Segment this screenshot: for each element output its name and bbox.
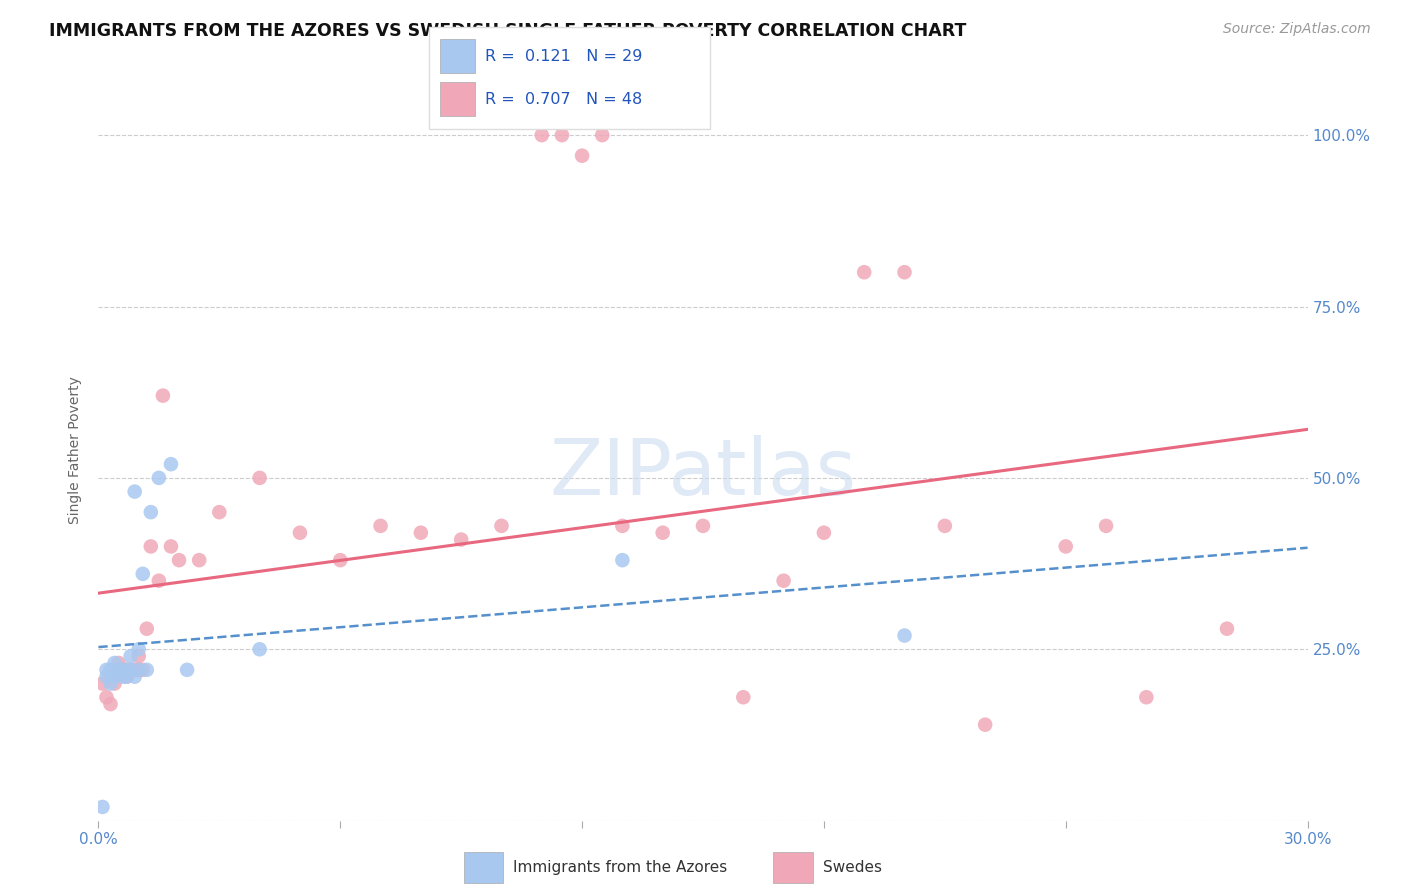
Point (96, 670, 118, 684)
Point (107, 663, 129, 677)
Point (139, 540, 162, 554)
Point (120, 663, 142, 677)
Point (329, 553, 352, 567)
Point (96, 690, 118, 705)
Point (96, 663, 118, 677)
Point (934, 519, 956, 533)
Point (893, 265, 915, 279)
Text: R =  0.121   N = 29: R = 0.121 N = 29 (485, 49, 643, 63)
Point (115, 670, 138, 684)
Point (135, 663, 157, 677)
Point (107, 663, 129, 677)
Point (188, 553, 211, 567)
Point (111, 663, 134, 677)
Point (115, 663, 138, 677)
Point (100, 676, 122, 690)
Point (148, 574, 170, 588)
Point (107, 663, 129, 677)
Point (152, 389, 174, 403)
Point (370, 519, 392, 533)
Point (692, 519, 714, 533)
Point (103, 676, 125, 690)
Point (103, 670, 125, 684)
Point (160, 540, 183, 554)
Point (249, 642, 271, 657)
Text: IMMIGRANTS FROM THE AZORES VS SWEDISH SINGLE FATHER POVERTY CORRELATION CHART: IMMIGRANTS FROM THE AZORES VS SWEDISH SI… (49, 22, 966, 40)
Point (115, 663, 138, 677)
Point (733, 690, 755, 705)
Point (208, 505, 231, 519)
Point (974, 717, 997, 731)
Point (1216, 622, 1239, 636)
Point (176, 663, 198, 677)
Point (107, 656, 129, 670)
Point (132, 566, 155, 581)
Point (128, 663, 150, 677)
Point (1054, 540, 1077, 554)
Point (160, 457, 183, 471)
Point (111, 670, 134, 684)
Point (115, 670, 138, 684)
Point (1135, 690, 1157, 705)
Point (491, 519, 513, 533)
Point (135, 622, 157, 636)
Point (1095, 519, 1118, 533)
Point (772, 574, 794, 588)
Point (551, 128, 574, 142)
Point (91, 800, 114, 814)
Point (591, 128, 613, 142)
Point (111, 663, 134, 677)
Point (120, 649, 142, 664)
Text: R =  0.707   N = 48: R = 0.707 N = 48 (485, 92, 643, 106)
Point (167, 553, 190, 567)
Point (128, 663, 150, 677)
Point (612, 553, 634, 567)
Point (120, 663, 142, 677)
Point (124, 663, 146, 677)
Text: ZIPatlas: ZIPatlas (550, 434, 856, 511)
Point (103, 656, 125, 670)
Text: Swedes: Swedes (823, 860, 882, 874)
Point (107, 663, 129, 677)
Point (288, 525, 311, 540)
Point (893, 628, 915, 642)
Point (651, 525, 673, 540)
Point (813, 525, 835, 540)
Point (530, 128, 553, 142)
Y-axis label: Single Father Poverty: Single Father Poverty (69, 376, 83, 524)
Point (139, 505, 162, 519)
Point (612, 519, 634, 533)
Point (249, 471, 271, 485)
Point (91, 676, 114, 690)
Point (124, 484, 146, 499)
Point (100, 697, 122, 711)
Point (100, 663, 122, 677)
Text: Immigrants from the Azores: Immigrants from the Azores (513, 860, 727, 874)
Point (124, 670, 146, 684)
Point (128, 642, 150, 657)
Point (571, 149, 593, 163)
Text: Source: ZipAtlas.com: Source: ZipAtlas.com (1223, 22, 1371, 37)
Point (132, 663, 155, 677)
Point (148, 471, 170, 485)
Point (853, 265, 876, 279)
Point (409, 525, 432, 540)
Point (450, 533, 472, 547)
Point (111, 663, 134, 677)
Point (128, 649, 150, 664)
